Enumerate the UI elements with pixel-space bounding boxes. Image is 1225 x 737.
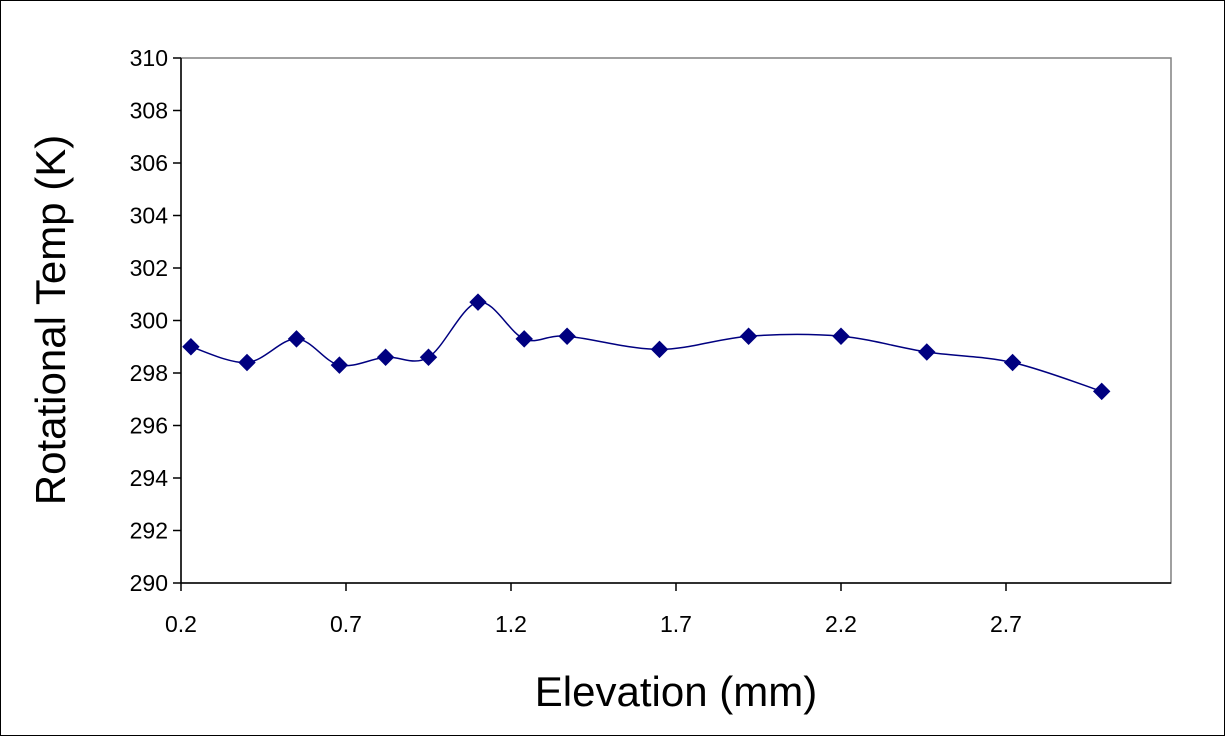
series-group	[182, 293, 1111, 401]
data-point-marker	[832, 327, 850, 345]
y-tick-label: 310	[130, 45, 168, 71]
y-tick-label: 292	[130, 518, 168, 544]
x-tick-label: 0.7	[330, 611, 362, 637]
y-tick-label: 304	[130, 203, 169, 229]
data-point-marker	[1003, 353, 1022, 372]
data-point-marker	[238, 353, 256, 372]
data-point-marker	[650, 340, 669, 359]
data-point-marker	[330, 356, 349, 374]
y-tick-label: 298	[130, 360, 168, 386]
x-tick-label: 0.2	[165, 611, 197, 637]
plot-area	[180, 57, 1172, 584]
y-tick-label: 302	[130, 255, 168, 281]
data-point-marker	[287, 330, 306, 348]
y-tick-label: 306	[130, 150, 168, 176]
data-point-marker	[1092, 382, 1111, 401]
data-point-marker	[469, 293, 487, 311]
data-point-marker	[376, 348, 395, 366]
data-point-marker	[739, 327, 758, 345]
data-point-marker	[515, 330, 533, 348]
data-point-marker	[558, 327, 576, 345]
y-tick-label: 294	[130, 465, 169, 491]
data-point-marker	[918, 343, 936, 361]
x-tick-label: 1.7	[660, 611, 692, 637]
x-tick-label: 2.2	[825, 611, 857, 637]
y-tick-label: 290	[130, 570, 168, 596]
y-tick-label: 296	[130, 413, 168, 439]
y-tick-label: 300	[130, 308, 168, 334]
x-tick-label: 2.7	[990, 611, 1022, 637]
y-axis-title: Rotational Temp (K)	[27, 135, 74, 505]
x-axis-ticks: 0.2 0.7 1.2 1.7 2.2 2.7	[165, 583, 1022, 637]
data-point-marker	[419, 348, 438, 366]
x-tick-label: 1.2	[495, 611, 527, 637]
x-axis-title: Elevation (mm)	[535, 668, 817, 715]
y-axis-ticks: 290 292 294 296 298 300 302 304 306 308 310	[130, 45, 181, 596]
data-point-marker	[182, 338, 200, 356]
y-tick-label: 308	[130, 98, 168, 124]
